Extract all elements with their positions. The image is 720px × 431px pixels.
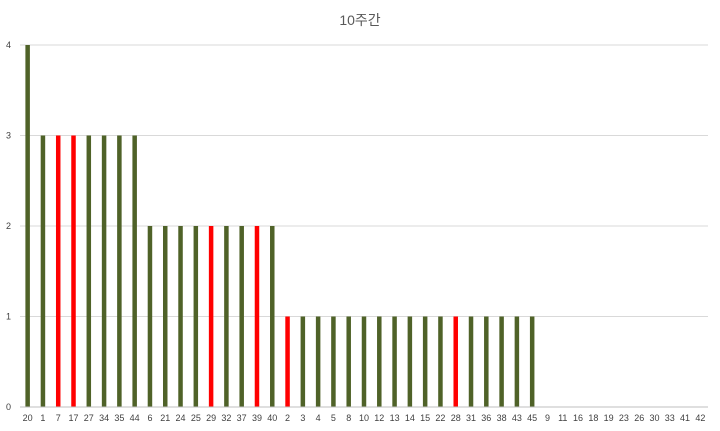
x-tick-label: 14 (405, 413, 415, 423)
x-tick-label: 7 (56, 413, 61, 423)
x-tick-label: 15 (420, 413, 430, 423)
bar-15 (422, 316, 428, 407)
x-tick-label: 42 (695, 413, 705, 423)
bar-17 (71, 135, 76, 407)
bar-13 (392, 316, 397, 407)
bar-44 (132, 135, 137, 407)
x-tick-label: 17 (69, 413, 79, 423)
bar-31 (468, 316, 474, 407)
x-tick-label: 23 (619, 413, 629, 423)
bar-4 (315, 316, 321, 407)
bar-29 (208, 226, 214, 407)
x-tick-label: 26 (634, 413, 644, 423)
bar-27 (86, 135, 92, 407)
y-tick-label: 3 (6, 131, 11, 141)
y-tick-label: 2 (6, 221, 11, 231)
x-tick-label: 37 (237, 413, 247, 423)
x-tick-label: 31 (466, 413, 476, 423)
bars (25, 45, 535, 407)
x-tick-label: 30 (649, 413, 659, 423)
bar-5 (331, 316, 336, 407)
x-tick-label: 24 (176, 413, 186, 423)
bar-38 (499, 316, 504, 407)
x-tick-label: 4 (316, 413, 321, 423)
y-tick-label: 1 (6, 312, 11, 322)
bar-20 (25, 45, 30, 407)
bar-35 (117, 135, 122, 407)
x-tick-label: 1 (40, 413, 45, 423)
x-tick-label: 5 (331, 413, 336, 423)
x-tick-label: 3 (300, 413, 305, 423)
x-tick-label: 11 (558, 413, 567, 423)
x-tick-label: 45 (527, 413, 537, 423)
bar-40 (270, 226, 275, 407)
bar-14 (407, 316, 413, 407)
x-tick-label: 36 (481, 413, 491, 423)
bar-25 (193, 226, 199, 407)
x-tick-label: 28 (451, 413, 461, 423)
x-tick-label: 21 (160, 413, 170, 423)
x-tick-label: 6 (147, 413, 152, 423)
bar-3 (300, 316, 306, 407)
bar-45 (529, 316, 535, 407)
x-tick-label: 20 (23, 413, 33, 423)
bar-12 (377, 316, 382, 407)
bar-39 (254, 226, 260, 407)
y-tick-label: 4 (6, 40, 11, 50)
bar-43 (514, 316, 520, 407)
x-tick-label: 29 (206, 413, 216, 423)
x-tick-label: 32 (221, 413, 231, 423)
gridlines (20, 44, 708, 317)
x-tick-label: 35 (114, 413, 124, 423)
bar-2 (285, 316, 290, 407)
x-axis-ticks: 20 1 7 17 27 34 35 44 6 21 24 25 29 32 37 39 40 2 3 4 5 8 10 12… (23, 413, 706, 423)
x-tick-label: 39 (252, 413, 262, 423)
x-tick-label: 2 (285, 413, 290, 423)
bar-32 (224, 226, 229, 407)
bar-28 (453, 316, 458, 407)
chart-title: 10주간 (339, 12, 380, 28)
y-tick-label: 0 (6, 402, 11, 412)
x-tick-label: 22 (435, 413, 445, 423)
bar-36 (484, 316, 489, 407)
x-tick-label: 25 (191, 413, 201, 423)
bar-1 (40, 135, 46, 407)
x-tick-label: 9 (545, 413, 550, 423)
x-tick-label: 18 (588, 413, 598, 423)
x-tick-label: 33 (665, 413, 675, 423)
x-tick-label: 16 (573, 413, 583, 423)
bar-6 (147, 226, 153, 407)
bar-24 (178, 226, 183, 407)
x-tick-label: 10 (359, 413, 369, 423)
bar-21 (162, 226, 168, 407)
bar-8 (346, 316, 351, 407)
x-tick-label: 41 (680, 413, 690, 423)
y-axis-ticks: 0 1 2 3 4 (6, 40, 11, 412)
x-tick-label: 43 (512, 413, 522, 423)
x-tick-label: 8 (346, 413, 351, 423)
bar-7 (55, 135, 61, 407)
x-tick-label: 13 (390, 413, 400, 423)
x-tick-label: 19 (604, 413, 614, 423)
x-tick-label: 12 (374, 413, 384, 423)
x-tick-label: 38 (497, 413, 507, 423)
bar-37 (239, 226, 244, 407)
bar-34 (101, 135, 107, 407)
bar-22 (438, 316, 443, 407)
x-tick-label: 27 (84, 413, 94, 423)
x-tick-label: 44 (130, 413, 140, 423)
bar-10 (361, 316, 367, 407)
x-tick-label: 40 (267, 413, 277, 423)
x-tick-label: 34 (99, 413, 109, 423)
